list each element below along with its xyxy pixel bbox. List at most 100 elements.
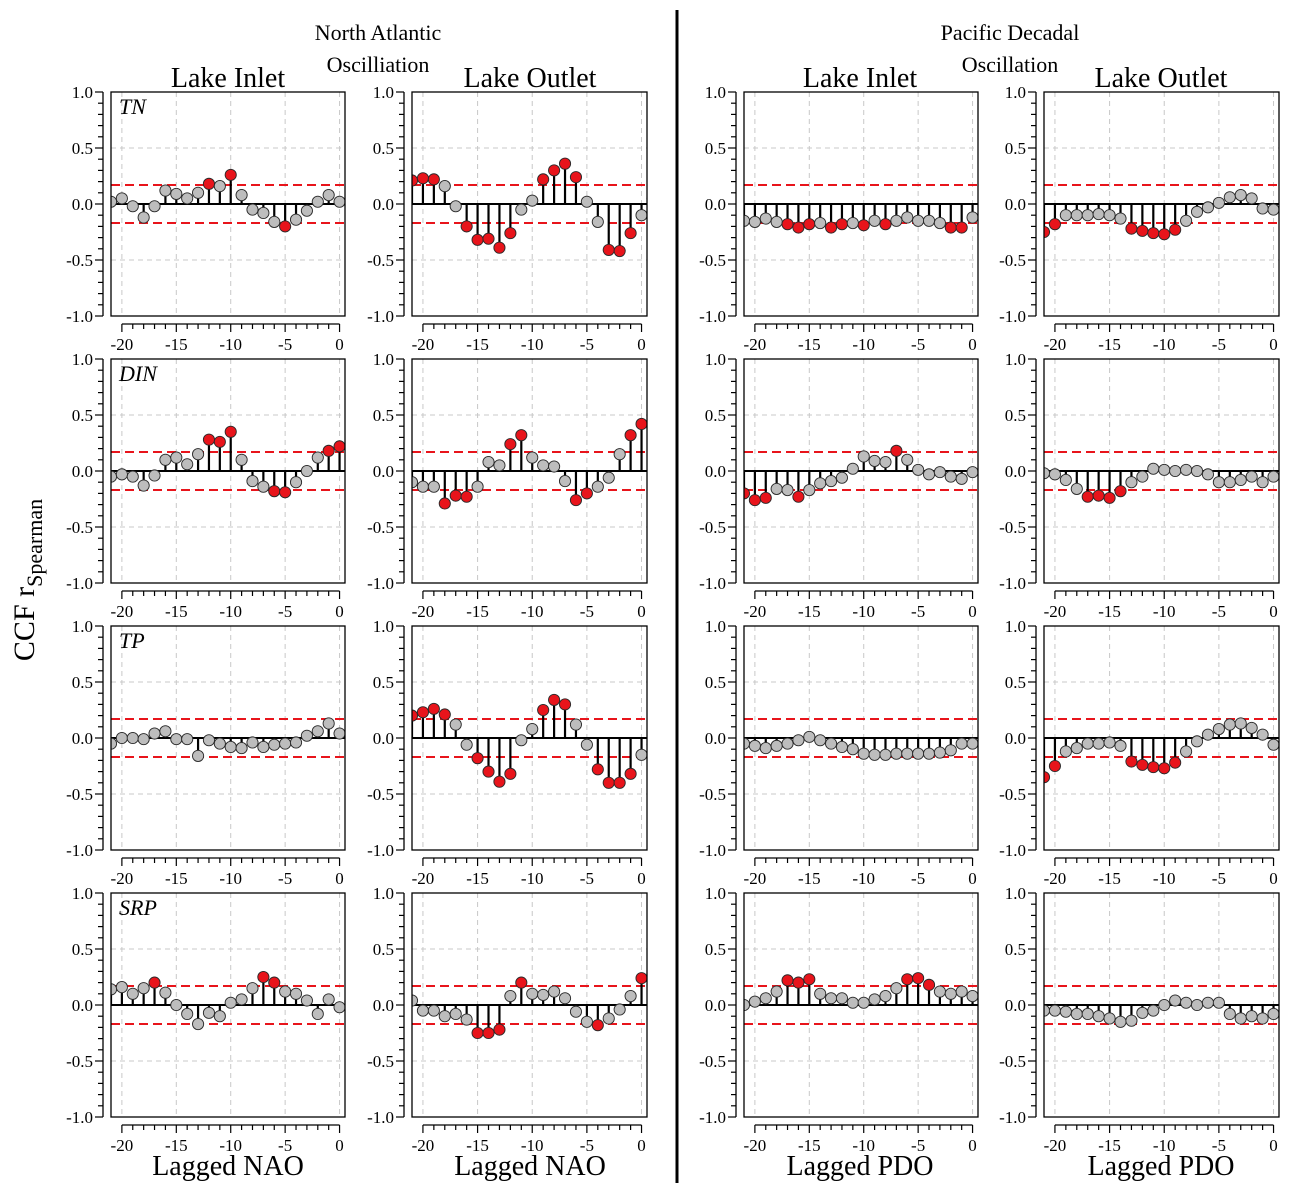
x-tick-label: -15 <box>466 335 489 354</box>
x-tick-label: -15 <box>798 1136 821 1155</box>
data-point <box>635 209 647 222</box>
y-tick-label: -0.5 <box>66 251 93 270</box>
data-point <box>115 468 128 481</box>
data-point <box>246 475 259 488</box>
data-point-significant <box>602 776 615 789</box>
data-point <box>1070 1007 1083 1021</box>
data-point-significant <box>449 489 462 502</box>
x-tick-label: -15 <box>466 1136 489 1155</box>
data-point-significant <box>944 221 957 234</box>
x-tick-label: -20 <box>412 869 435 888</box>
data-point <box>181 458 194 471</box>
data-point <box>1114 1015 1127 1028</box>
y-tick-label: 0.5 <box>373 139 394 158</box>
data-point <box>1092 208 1105 221</box>
x-tick-label: -15 <box>165 602 188 621</box>
plot-area <box>744 444 978 507</box>
data-point <box>835 992 849 1005</box>
panel-frame <box>743 892 979 1118</box>
data-point <box>333 1001 345 1014</box>
data-point <box>1223 1007 1236 1021</box>
y-tick-label: 1.0 <box>373 350 394 369</box>
x-axis-label-pdo-inlet: Lagged PDO <box>787 1151 934 1182</box>
data-point <box>257 740 270 754</box>
data-point <box>449 718 462 731</box>
data-point-significant <box>558 698 572 711</box>
data-point <box>814 734 827 747</box>
data-point <box>857 747 870 760</box>
y-tick-label: 0.0 <box>373 462 394 481</box>
data-point <box>548 460 561 473</box>
data-point-significant <box>1147 227 1160 240</box>
data-point-significant <box>1114 485 1127 498</box>
data-point <box>333 195 345 208</box>
data-point <box>569 1005 583 1018</box>
data-point <box>159 725 172 738</box>
panel-tp-nao-inlet: 1.0 0.5 0.0 -0.5 -1.0 -20 -15 -10 -5 0 TP <box>66 617 346 888</box>
data-point-significant <box>148 976 161 989</box>
data-point-significant <box>759 491 772 504</box>
y-tick-label: 0.0 <box>705 195 726 214</box>
x-tick-label: -15 <box>466 869 489 888</box>
data-point <box>202 734 216 747</box>
panel-frame <box>1043 892 1280 1118</box>
data-point <box>748 995 761 1008</box>
data-point-significant <box>515 976 528 989</box>
data-point <box>1048 1004 1061 1017</box>
data-point <box>602 1012 615 1025</box>
data-point <box>803 483 816 497</box>
data-point <box>846 462 859 475</box>
data-point <box>526 722 539 736</box>
data-point <box>526 987 539 1000</box>
panel-din-pdo-outlet: 1.0 0.5 0.0 -0.5 -1.0 -20 -15 -10 -5 0 <box>999 350 1280 621</box>
data-point-significant <box>427 173 440 186</box>
y-tick-label: -1.0 <box>999 574 1026 593</box>
column-title-nao-outlet: Lake Outlet <box>464 63 597 94</box>
data-point <box>1147 462 1160 475</box>
data-point <box>1180 745 1193 758</box>
x-tick-label: 0 <box>968 1136 977 1155</box>
data-point <box>224 740 237 754</box>
data-point <box>1114 739 1127 752</box>
data-point <box>770 482 783 495</box>
y-tick-label: 1.0 <box>705 350 726 369</box>
data-point <box>1201 201 1215 214</box>
data-point <box>115 731 128 745</box>
data-point <box>137 982 150 995</box>
row-label-tn: TN <box>119 94 147 119</box>
y-tick-label: 0.5 <box>1005 406 1026 425</box>
data-point-significant <box>922 978 936 991</box>
data-point-significant <box>333 440 345 453</box>
data-point <box>170 451 183 464</box>
data-point <box>416 1004 429 1017</box>
data-point-significant <box>835 218 849 231</box>
data-point <box>879 748 892 761</box>
data-point-significant <box>1147 761 1160 774</box>
data-point <box>493 459 506 472</box>
data-point-significant <box>825 221 838 234</box>
data-point <box>1158 998 1171 1012</box>
data-point <box>537 459 550 472</box>
data-point <box>569 718 583 731</box>
data-point-significant <box>879 218 892 231</box>
y-tick-label: -0.5 <box>999 785 1026 804</box>
data-point <box>471 480 484 493</box>
data-point-significant <box>268 976 281 989</box>
data-point <box>580 195 593 208</box>
data-point <box>955 737 968 750</box>
data-point <box>646 742 647 748</box>
panel-tn-pdo-inlet: 1.0 0.5 0.0 -0.5 -1.0 -20 -15 -10 -5 0 <box>699 83 979 354</box>
y-tick-label: 0.5 <box>72 940 93 959</box>
x-tick-label: -5 <box>1212 869 1226 888</box>
plot-area <box>1044 717 1279 784</box>
data-point <box>835 740 849 754</box>
x-tick-label: -10 <box>219 602 242 621</box>
x-axis-label-pdo-outlet: Lagged PDO <box>1088 1151 1235 1182</box>
x-tick-label: 0 <box>637 1136 646 1155</box>
x-tick-label: -15 <box>1098 869 1121 888</box>
panel-srp-pdo-inlet: 1.0 0.5 0.0 -0.5 -1.0 -20 -15 -10 -5 0 <box>699 884 979 1155</box>
data-point <box>759 212 772 225</box>
x-tick-label: 0 <box>335 869 344 888</box>
data-point-significant <box>1158 762 1171 775</box>
y-axis-label: CCF rSpearman <box>8 499 47 661</box>
